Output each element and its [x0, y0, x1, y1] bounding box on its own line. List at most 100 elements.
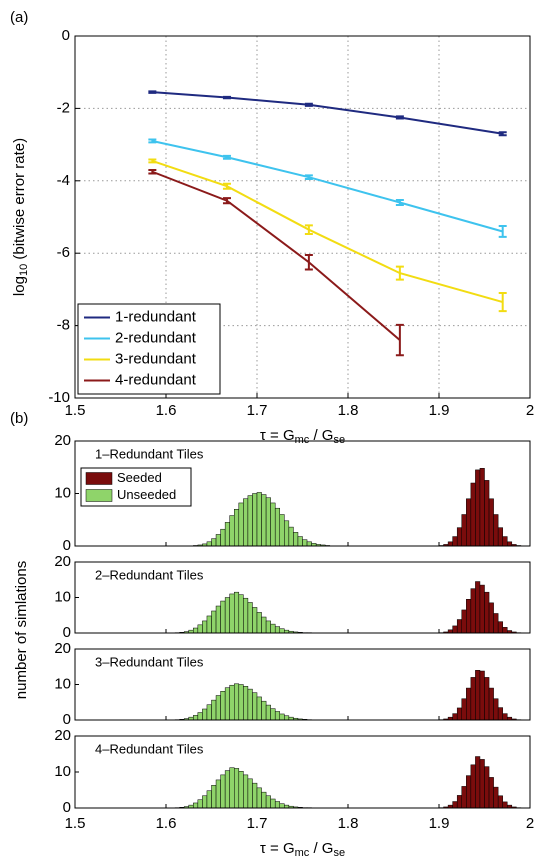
panel-label: (a) — [10, 9, 28, 26]
histogram-bar — [456, 795, 463, 809]
histogram-bar — [247, 778, 253, 809]
series-line — [152, 140, 503, 233]
x-axis-label-part: / G — [309, 840, 333, 857]
histogram-bar — [247, 495, 253, 547]
histogram-bar — [215, 605, 221, 634]
histogram-bar — [461, 609, 467, 634]
x-tick-label: 2 — [526, 815, 534, 832]
histogram-bar — [270, 502, 276, 547]
error-bar — [395, 115, 404, 120]
histogram-bar — [243, 597, 249, 634]
x-tick-label: 1.6 — [156, 402, 177, 419]
histogram-bar — [466, 687, 472, 721]
legend-label: Unseeded — [117, 487, 176, 502]
histogram-bar — [197, 799, 203, 809]
histogram-bar — [238, 502, 244, 547]
y-tick-label: -4 — [57, 172, 70, 189]
histogram-bar — [256, 492, 262, 547]
x-tick-label: 1.9 — [429, 402, 450, 419]
histogram-bar — [497, 527, 503, 547]
histogram-bar — [493, 698, 499, 721]
histogram-bar — [284, 520, 290, 547]
histogram-bar — [274, 626, 281, 634]
histogram-bar — [256, 696, 262, 721]
histogram-bar — [479, 468, 485, 547]
histogram-bar — [229, 684, 235, 721]
series-line — [151, 170, 401, 341]
x-axis-label-part: τ = G — [260, 840, 295, 857]
histogram-bar — [279, 628, 285, 634]
histogram-bar — [475, 670, 481, 721]
histogram-bar — [456, 527, 463, 547]
histogram-bar — [261, 791, 267, 809]
histogram-bar — [206, 541, 212, 547]
histogram-bar — [220, 774, 226, 809]
y-tick-label: 20 — [54, 640, 71, 657]
histogram-bar — [488, 687, 494, 721]
histogram-bar — [197, 624, 203, 634]
histogram-bar — [197, 712, 203, 721]
histogram-bar — [288, 526, 294, 547]
error-bar — [222, 182, 231, 190]
histogram-bar — [475, 581, 481, 634]
x-tick-label: 1.5 — [65, 815, 86, 832]
y-tick-label: 0 — [63, 624, 71, 641]
histogram-title: 1–Redundant Tiles — [95, 446, 204, 461]
error-bar — [148, 158, 157, 164]
histogram-bar — [238, 684, 244, 721]
error-bar — [498, 225, 507, 238]
histogram-bar — [461, 514, 467, 547]
histogram-bar — [252, 782, 258, 809]
x-axis-label-part: mc — [295, 434, 310, 446]
x-tick-label: 1.8 — [338, 402, 359, 419]
y-axis-label: number of simlations — [13, 561, 30, 699]
legend-label: 2-redundant — [115, 329, 197, 346]
y-tick-label: 10 — [54, 763, 71, 780]
histogram-bar — [461, 786, 467, 809]
x-axis-label-part: τ = G — [260, 427, 295, 444]
x-axis-label-part: mc — [295, 847, 310, 859]
error-bar — [222, 154, 231, 160]
x-axis-label: τ = Gmc / Gse — [260, 840, 345, 859]
y-tick-label: 20 — [54, 553, 71, 570]
histogram-bar — [452, 625, 458, 634]
histogram-bar — [261, 700, 267, 721]
x-axis-label-part: se — [333, 434, 345, 446]
histogram-bar — [206, 704, 212, 721]
histogram-bar — [507, 541, 513, 547]
histogram-bar — [502, 801, 508, 809]
histogram-bar — [220, 600, 226, 634]
histogram-bar — [270, 623, 276, 634]
histogram-bar — [211, 538, 217, 547]
error-bar — [395, 198, 404, 207]
y-axis-label-part: 10 — [18, 264, 30, 276]
histogram-bar — [229, 593, 235, 634]
x-axis-label-part: se — [333, 847, 345, 859]
histogram-bar — [256, 787, 262, 809]
histogram-title: 4–Redundant Tiles — [95, 741, 204, 756]
legend-label: Seeded — [117, 470, 162, 485]
y-tick-label: -10 — [48, 389, 70, 406]
histogram-bar — [306, 541, 312, 547]
plot-frame — [74, 648, 531, 721]
histogram-bar — [243, 774, 249, 809]
histogram-bar — [211, 699, 217, 721]
y-tick-label: 20 — [54, 432, 71, 449]
y-tick-label: 10 — [54, 675, 71, 692]
error-bar — [498, 292, 507, 313]
histogram-bar — [215, 534, 221, 547]
histogram-bar — [206, 615, 212, 634]
histogram-bar — [211, 785, 217, 809]
legend-label: 3-redundant — [115, 350, 197, 367]
x-tick-label: 1.7 — [247, 815, 268, 832]
histogram-bar — [234, 768, 240, 809]
plot-frame — [74, 440, 531, 547]
plot-frame — [74, 35, 531, 399]
histogram-bar — [206, 790, 212, 809]
histogram-bar — [234, 509, 240, 547]
series-line — [152, 91, 503, 135]
histogram-bar — [475, 469, 481, 547]
histogram-bar — [447, 541, 453, 547]
histogram-bar — [265, 795, 271, 809]
